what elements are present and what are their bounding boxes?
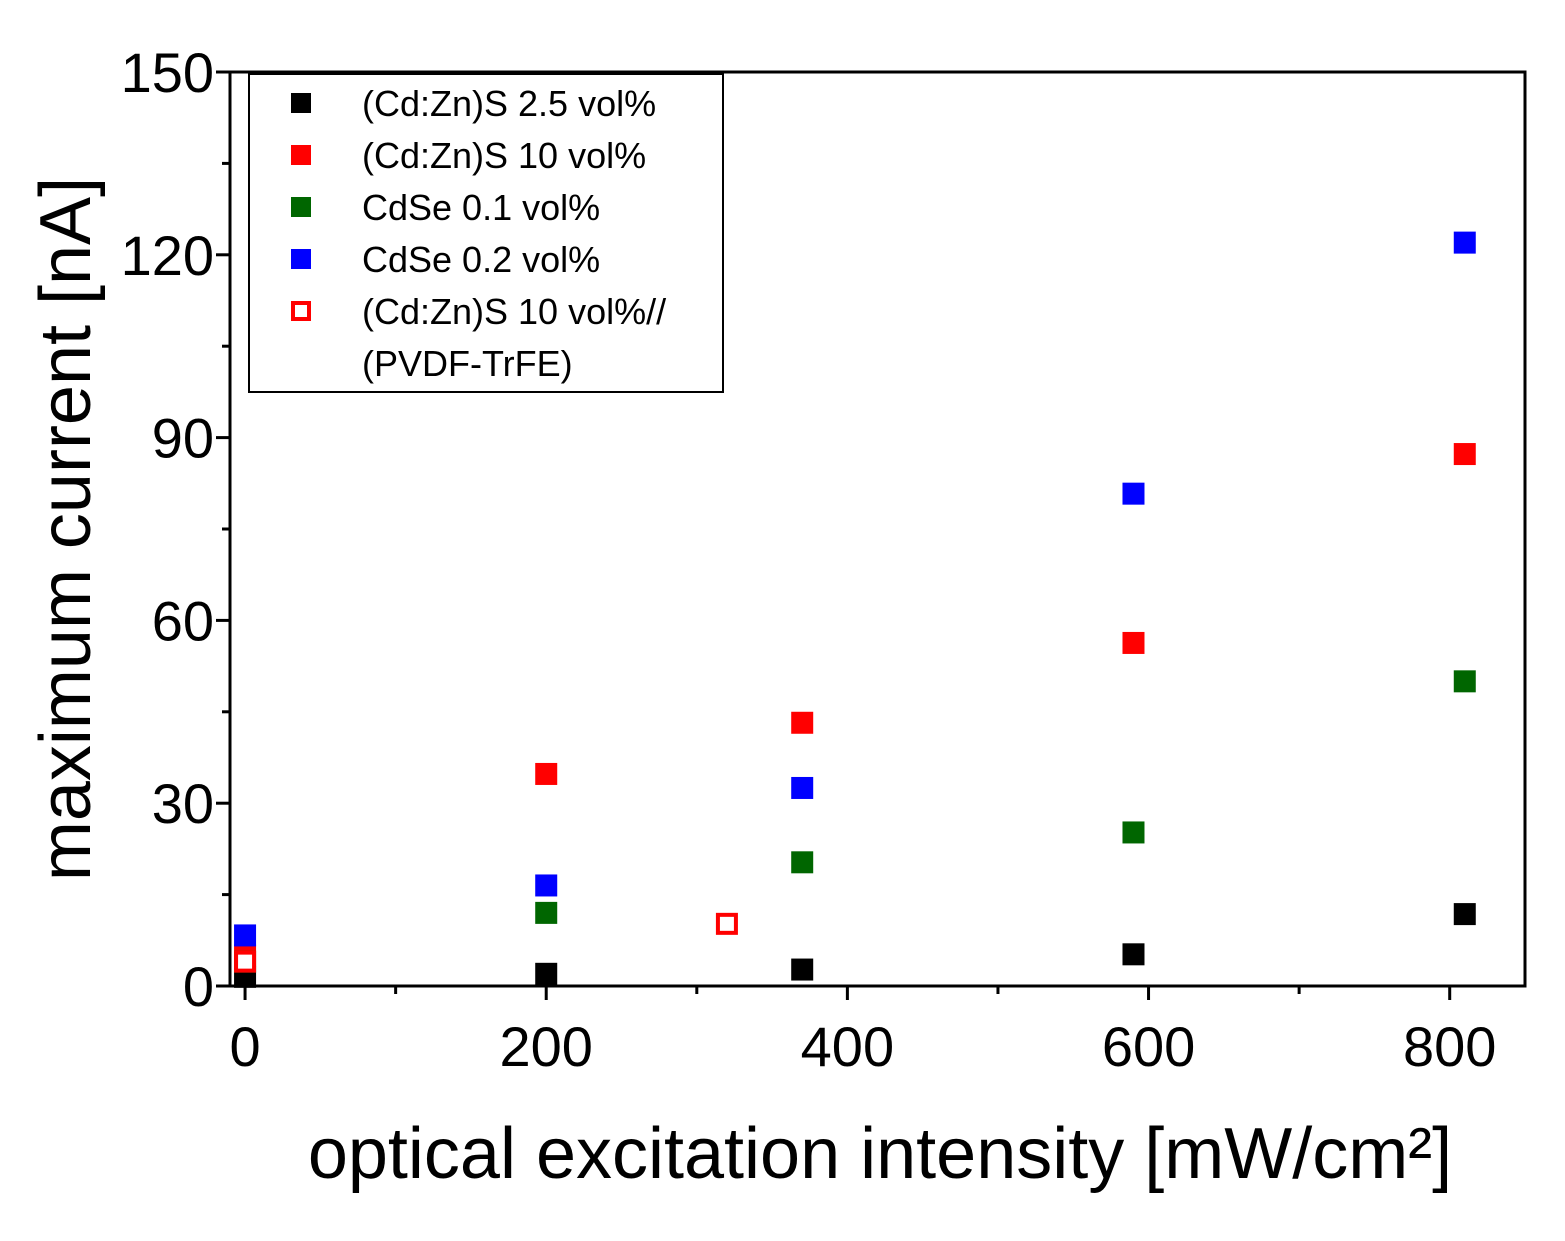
data-point	[234, 950, 257, 973]
y-tick-label: 30	[152, 772, 214, 835]
data-point	[1453, 670, 1476, 693]
series-4	[234, 231, 1476, 947]
y-tick-label: 150	[121, 41, 214, 104]
data-point	[1122, 631, 1145, 654]
data-point	[791, 711, 814, 734]
data-point	[535, 901, 558, 924]
legend-label: (Cd:Zn)S 10 vol%//	[362, 291, 666, 332]
legend-label-line2: (PVDF-TrFE)	[362, 343, 573, 384]
y-tick-label: 120	[121, 224, 214, 287]
x-tick-label: 800	[1403, 1015, 1496, 1078]
data-point	[791, 851, 814, 874]
axis-ticks: 0 200 400 600 800 0 30 60 90 120 150	[121, 41, 1497, 1078]
legend-marker	[291, 301, 311, 321]
y-tick-label: 90	[152, 407, 214, 470]
data-point	[535, 874, 558, 897]
data-point	[1453, 443, 1476, 466]
legend-label: (Cd:Zn)S 2.5 vol%	[362, 83, 656, 124]
plot-marks	[234, 231, 1476, 988]
x-tick-label: 0	[229, 1015, 260, 1078]
data-point	[1122, 821, 1145, 844]
data-point	[791, 958, 814, 981]
y-tick-label: 0	[183, 955, 214, 1018]
legend-marker	[291, 145, 311, 165]
series-1	[234, 903, 1476, 988]
legend-marker	[291, 93, 311, 113]
legend-box	[248, 73, 724, 393]
data-point	[535, 962, 558, 985]
legend-label: CdSe 0.2 vol%	[362, 239, 600, 280]
data-point	[535, 762, 558, 785]
legend: (Cd:Zn)S 2.5 vol% (Cd:Zn)S 10 vol% CdSe 0.…	[248, 73, 724, 393]
y-tick-label: 60	[152, 589, 214, 652]
legend-label: (Cd:Zn)S 10 vol%	[362, 135, 646, 176]
series-5	[234, 912, 738, 973]
x-tick-label: 200	[500, 1015, 593, 1078]
data-point	[1453, 231, 1476, 254]
data-point	[791, 776, 814, 799]
y-axis-title: maximum current [nA]	[26, 177, 106, 881]
legend-marker	[291, 197, 311, 217]
data-point	[234, 924, 257, 947]
x-axis-title: optical excitation intensity [mW/cm²]	[308, 1114, 1452, 1194]
data-point	[715, 912, 738, 935]
data-point	[1453, 903, 1476, 926]
legend-label: CdSe 0.1 vol%	[362, 187, 600, 228]
legend-marker	[291, 249, 311, 269]
x-tick-label: 600	[1102, 1015, 1195, 1078]
data-point	[1122, 943, 1145, 966]
data-point	[1122, 482, 1145, 505]
x-tick-label: 400	[801, 1015, 894, 1078]
